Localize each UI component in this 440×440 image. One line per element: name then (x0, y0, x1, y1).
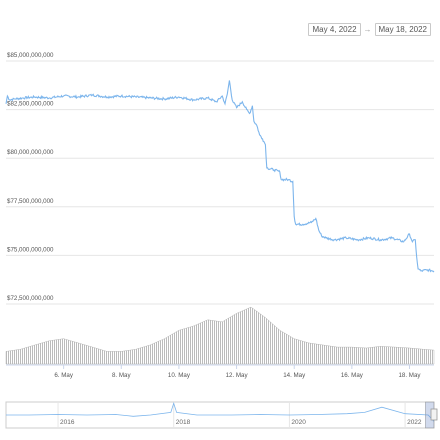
y-tick-label: $77,500,000,000 (7, 198, 54, 205)
x-axis-labels: 6. May 8. May 10. May 12. May 14. May 16. May… (6, 364, 434, 379)
price-series (5, 80, 435, 273)
range-from-input[interactable]: May 4, 2022 (308, 23, 361, 36)
volume-area (5, 306, 435, 365)
y-tick-label: $82,500,000,000 (7, 101, 54, 108)
navigator-label: 2022 (407, 419, 422, 426)
x-tick-label: 12. May (226, 372, 249, 379)
x-tick-label: 6. May (54, 372, 73, 379)
y-tick-label: $80,000,000,000 (7, 149, 54, 156)
date-range-selector: May 4, 2022 → May 18, 2022 (308, 23, 431, 36)
x-tick-label: 16. May (341, 372, 364, 379)
y-axis-labels: $85,000,000,000 $82,500,000,000 $80,000,00… (7, 52, 54, 302)
navigator[interactable]: 2016 2018 2020 2022 (5, 401, 438, 429)
y-tick-label: $75,000,000,000 (7, 246, 54, 253)
series-line (5, 80, 435, 273)
x-tick-label: 10. May (168, 372, 191, 379)
x-tick-label: 8. May (112, 372, 131, 379)
navigator-label: 2018 (176, 419, 191, 426)
range-arrow-icon: → (363, 25, 372, 34)
grid (6, 60, 434, 305)
navigator-label: 2020 (291, 419, 306, 426)
y-tick-label: $72,500,000,000 (7, 295, 54, 302)
navigator-handle[interactable] (430, 408, 438, 421)
x-tick-label: 18. May (398, 372, 421, 379)
navigator-label: 2016 (60, 419, 75, 426)
x-tick-label: 14. May (283, 372, 306, 379)
volume-bars (5, 306, 435, 365)
navigator-series (6, 401, 435, 422)
y-tick-label: $85,000,000,000 (7, 52, 54, 59)
range-to-input[interactable]: May 18, 2022 (374, 23, 431, 36)
